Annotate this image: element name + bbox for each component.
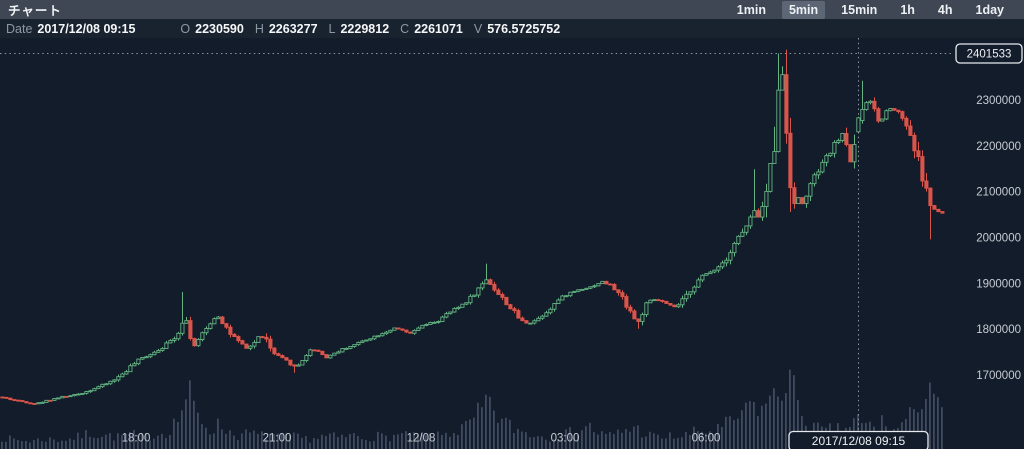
ohlc-value: 576.5725752 xyxy=(487,21,561,36)
time-tick-label: 06:00 xyxy=(692,433,721,445)
ohlc-label: O xyxy=(180,21,191,36)
chart-canvas[interactable]: 2300000 2200000 2100000 2000000 1900000 18000… xyxy=(0,38,1024,449)
time-axis[interactable]: 18:00 21:00 12/08 03:00 06:00 xyxy=(122,433,721,445)
crosshair-time-tag xyxy=(788,430,929,449)
ohlc-field-c: C 2261071 xyxy=(400,22,463,36)
ohlc-label: H xyxy=(254,21,264,36)
timeframe-button-1h[interactable]: 1h xyxy=(900,2,915,17)
price-tick-label: 1800000 xyxy=(976,324,1021,336)
time-tick-label: 03:00 xyxy=(551,433,580,445)
crosshair-time-tag-label: 2017/12/08 09:15 xyxy=(812,434,906,448)
time-tick-label: 12/08 xyxy=(407,433,436,445)
price-tick-label: 2000000 xyxy=(976,233,1021,245)
ohlc-label: L xyxy=(328,21,336,36)
crosshair-price-tag-label: 2401533 xyxy=(967,48,1012,60)
price-axis[interactable]: 2300000 2200000 2100000 2000000 1900000 18000… xyxy=(976,95,1021,382)
ohlc-value: 2229812 xyxy=(340,21,390,36)
title-bar: チャート 1min 5min 15min 1h 4h 1day xyxy=(0,0,1024,19)
ohlc-field-o: O 2230590 xyxy=(180,22,243,36)
ohlc-value: 2261071 xyxy=(414,21,463,36)
ohlc-field-l: L 2229812 xyxy=(329,22,390,36)
crosshair-price-tag xyxy=(955,43,1023,64)
timeframe-button-4h[interactable]: 4h xyxy=(937,2,953,17)
price-tick-label: 1900000 xyxy=(976,278,1021,290)
price-tick-label: 2100000 xyxy=(976,187,1021,199)
ohlc-info-bar: Date 2017/12/08 09:15 O 2230590 H 2263277 L 222… xyxy=(0,19,1024,38)
ohlc-field-v: V 576.5725752 xyxy=(474,22,560,36)
timeframe-button-5min[interactable]: 5min xyxy=(781,0,826,19)
ohlc-value: 2263277 xyxy=(268,21,318,36)
crosshair xyxy=(0,38,954,431)
page-title: チャート xyxy=(8,4,62,18)
ohlc-label: V xyxy=(473,21,483,36)
price-tick-label: 2300000 xyxy=(976,95,1021,107)
price-tick-label: 1700000 xyxy=(976,370,1021,382)
ohlc-label: Date xyxy=(6,21,33,36)
candlestick-series xyxy=(0,49,945,405)
price-tick-label: 2200000 xyxy=(976,141,1021,153)
ohlc-label: C xyxy=(400,21,410,36)
timeframe-selector: 1min 5min 15min 1h 4h 1day xyxy=(730,0,1024,19)
ohlc-field-h: H 2263277 xyxy=(255,22,318,36)
ohlc-field-date: Date 2017/12/08 09:15 xyxy=(6,22,135,36)
ohlc-value: 2017/12/08 09:15 xyxy=(37,21,136,36)
timeframe-button-1min[interactable]: 1min xyxy=(736,2,766,17)
timeframe-button-1day[interactable]: 1day xyxy=(975,2,1005,17)
ohlc-value: 2230590 xyxy=(195,21,244,36)
candlestick-chart[interactable]: 2300000 2200000 2100000 2000000 1900000 18000… xyxy=(0,38,1024,449)
time-tick-label: 21:00 xyxy=(263,433,292,445)
timeframe-button-15min[interactable]: 15min xyxy=(841,2,878,17)
time-tick-label: 18:00 xyxy=(122,433,151,445)
crosshair-tags: 2401533 2017/12/08 09:15 xyxy=(788,43,1023,449)
